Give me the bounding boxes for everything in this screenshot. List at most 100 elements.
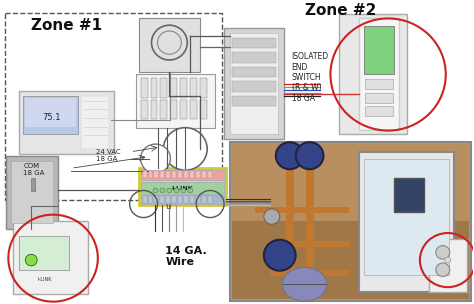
- Circle shape: [141, 144, 170, 173]
- Bar: [255, 207, 275, 213]
- Bar: [339, 14, 407, 134]
- Bar: [232, 52, 276, 63]
- Circle shape: [25, 254, 37, 266]
- Bar: [161, 100, 167, 119]
- Bar: [208, 171, 212, 178]
- Bar: [141, 195, 224, 204]
- Bar: [138, 19, 200, 72]
- Bar: [180, 78, 187, 98]
- Bar: [196, 171, 200, 178]
- Bar: [359, 152, 454, 292]
- Circle shape: [296, 142, 323, 169]
- Circle shape: [436, 246, 450, 259]
- Bar: [232, 221, 469, 299]
- Bar: [364, 159, 449, 275]
- Bar: [148, 196, 153, 203]
- Bar: [270, 207, 349, 213]
- Bar: [365, 79, 393, 89]
- Bar: [190, 171, 194, 178]
- Bar: [359, 19, 399, 130]
- Bar: [232, 144, 469, 299]
- Bar: [141, 78, 147, 98]
- Text: Zone #2: Zone #2: [305, 2, 376, 18]
- Bar: [161, 171, 164, 178]
- Bar: [184, 171, 188, 178]
- Bar: [178, 171, 182, 178]
- Bar: [25, 98, 76, 127]
- Bar: [166, 196, 170, 203]
- Bar: [141, 170, 224, 180]
- Circle shape: [276, 142, 304, 169]
- Bar: [151, 100, 157, 119]
- Bar: [190, 196, 194, 203]
- Bar: [364, 26, 394, 74]
- Bar: [190, 78, 197, 98]
- Bar: [161, 78, 167, 98]
- Circle shape: [436, 263, 450, 277]
- Bar: [170, 100, 177, 119]
- Bar: [200, 100, 207, 119]
- Bar: [224, 28, 284, 139]
- Circle shape: [174, 188, 179, 193]
- Bar: [180, 100, 187, 119]
- Circle shape: [153, 188, 158, 193]
- Bar: [151, 78, 157, 98]
- Bar: [270, 241, 349, 247]
- Bar: [190, 100, 197, 119]
- Bar: [19, 236, 69, 270]
- Bar: [202, 196, 206, 203]
- Bar: [178, 196, 182, 203]
- Text: Zone #1: Zone #1: [31, 18, 102, 33]
- Bar: [141, 182, 224, 194]
- Text: I-LINK: I-LINK: [38, 277, 53, 282]
- Text: ISOLATED
END
SWITCH
(R & W)
18 GA: ISOLATED END SWITCH (R & W) 18 GA: [292, 52, 329, 103]
- Bar: [155, 171, 158, 178]
- Bar: [6, 156, 58, 229]
- Circle shape: [164, 128, 207, 170]
- Bar: [270, 270, 349, 275]
- Bar: [208, 196, 212, 203]
- Bar: [184, 196, 188, 203]
- Text: COM
18 GA: COM 18 GA: [23, 164, 45, 176]
- Text: I-LINK: I-LINK: [172, 186, 193, 191]
- Bar: [136, 74, 215, 128]
- Circle shape: [264, 209, 280, 224]
- Circle shape: [188, 188, 193, 193]
- Bar: [143, 171, 146, 178]
- Bar: [173, 171, 176, 178]
- Bar: [230, 33, 278, 134]
- Bar: [200, 78, 207, 98]
- Bar: [31, 178, 35, 192]
- Bar: [429, 239, 466, 292]
- Circle shape: [167, 188, 172, 193]
- Bar: [148, 171, 153, 178]
- Bar: [230, 142, 471, 301]
- Text: u: u: [166, 202, 171, 211]
- Ellipse shape: [282, 267, 327, 301]
- Bar: [19, 91, 114, 154]
- Bar: [5, 13, 222, 200]
- Circle shape: [264, 240, 296, 271]
- Bar: [286, 152, 294, 297]
- Bar: [232, 81, 276, 92]
- Bar: [365, 106, 393, 116]
- Bar: [23, 96, 78, 134]
- Bar: [81, 96, 109, 149]
- Bar: [170, 78, 177, 98]
- Bar: [143, 196, 146, 203]
- Bar: [306, 152, 313, 297]
- Bar: [166, 171, 170, 178]
- Bar: [173, 196, 176, 203]
- Circle shape: [160, 188, 165, 193]
- Bar: [232, 67, 276, 78]
- Circle shape: [181, 188, 186, 193]
- Circle shape: [445, 257, 451, 263]
- Bar: [141, 100, 147, 119]
- Bar: [155, 196, 158, 203]
- Bar: [138, 168, 226, 205]
- Bar: [196, 196, 200, 203]
- Bar: [365, 93, 393, 102]
- Bar: [202, 171, 206, 178]
- Bar: [11, 161, 53, 223]
- Bar: [232, 96, 276, 106]
